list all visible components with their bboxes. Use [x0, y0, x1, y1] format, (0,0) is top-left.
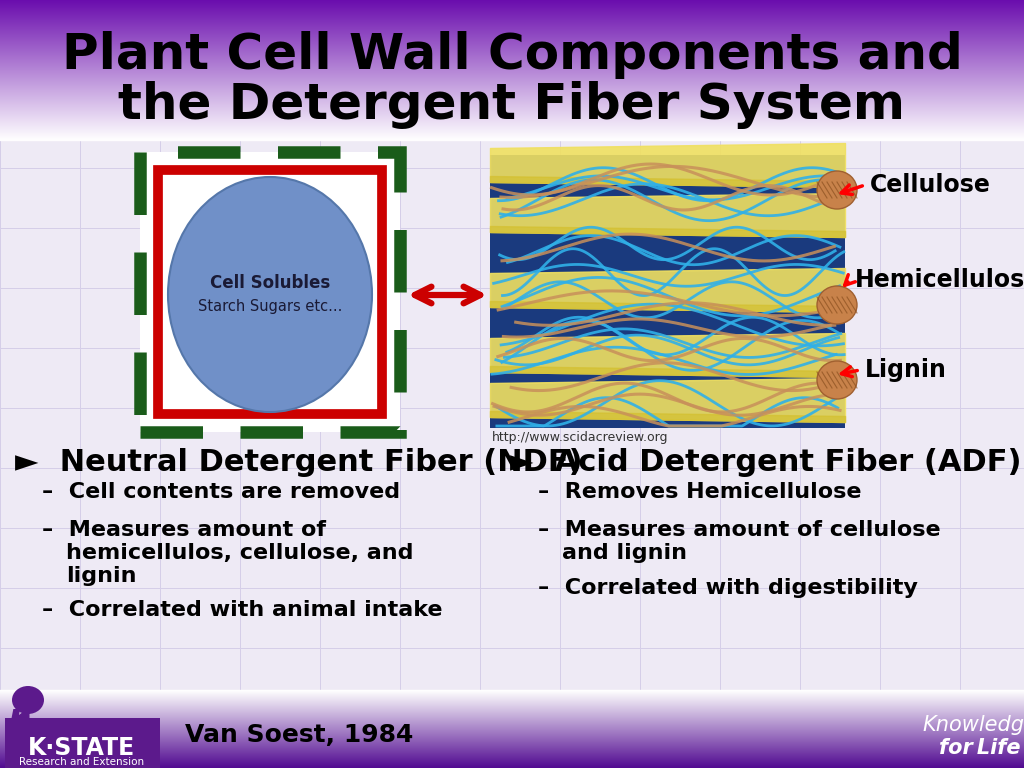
Text: –  Measures amount of: – Measures amount of [42, 520, 326, 540]
Text: Starch Sugars etc...: Starch Sugars etc... [198, 299, 342, 314]
Ellipse shape [817, 171, 857, 209]
Text: hemicellulos, cellulose, and: hemicellulos, cellulose, and [66, 543, 414, 563]
Text: Research and Extension: Research and Extension [19, 757, 144, 767]
Text: –  Cell contents are removed: – Cell contents are removed [42, 482, 400, 502]
Ellipse shape [817, 286, 857, 324]
Text: lignin: lignin [66, 566, 136, 586]
Bar [490, 155, 845, 428]
Text: Van Soest, 1984: Van Soest, 1984 [185, 723, 414, 747]
Text: –  Measures amount of cellulose: – Measures amount of cellulose [538, 520, 941, 540]
Text: and lignin: and lignin [562, 543, 687, 563]
Ellipse shape [817, 361, 857, 399]
Text: Cellulose: Cellulose [870, 173, 991, 197]
Text: –  Removes Hemicellulose: – Removes Hemicellulose [538, 482, 861, 502]
Text: κ: κ [8, 700, 36, 738]
Ellipse shape [168, 177, 372, 412]
Text: Γ: Γ [20, 700, 40, 729]
Text: Hemicellulose: Hemicellulose [855, 268, 1024, 292]
Bar [158, 170, 382, 414]
Text: ►  Neutral Detergent Fiber (NDF): ► Neutral Detergent Fiber (NDF) [15, 448, 583, 477]
Bar [140, 152, 400, 432]
Text: Knowledge: Knowledge [923, 715, 1024, 735]
Text: the Detergent Fiber System: the Detergent Fiber System [119, 81, 905, 129]
Text: http://www.scidacreview.org: http://www.scidacreview.org [492, 431, 669, 444]
Bar [5, 718, 160, 768]
Ellipse shape [12, 686, 44, 714]
Text: for Life: for Life [939, 738, 1021, 758]
Bar [140, 152, 400, 432]
Text: –  Correlated with digestibility: – Correlated with digestibility [538, 578, 918, 598]
Text: K·STATE: K·STATE [29, 736, 135, 760]
Text: –  Correlated with animal intake: – Correlated with animal intake [42, 600, 442, 620]
Text: Plant Cell Wall Components and: Plant Cell Wall Components and [61, 31, 963, 79]
Text: Lignin: Lignin [865, 358, 947, 382]
Text: Cell Solubles: Cell Solubles [210, 273, 330, 292]
Text: ►  Acid Detergent Fiber (ADF): ► Acid Detergent Fiber (ADF) [510, 448, 1022, 477]
